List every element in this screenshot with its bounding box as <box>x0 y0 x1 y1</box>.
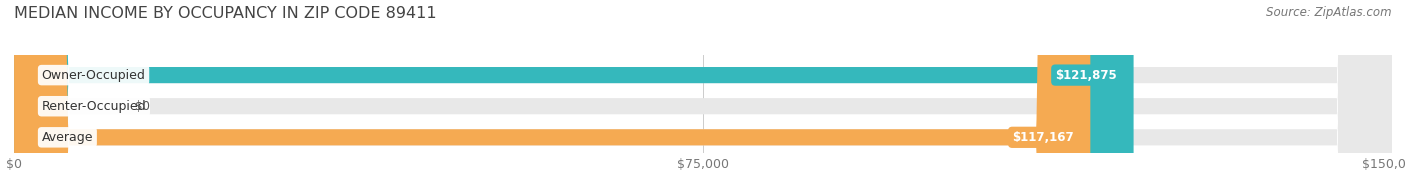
FancyBboxPatch shape <box>14 0 1392 196</box>
FancyBboxPatch shape <box>14 0 1090 196</box>
Text: $121,875: $121,875 <box>1056 69 1116 82</box>
FancyBboxPatch shape <box>14 0 1392 196</box>
Text: $117,167: $117,167 <box>1012 131 1074 144</box>
Text: MEDIAN INCOME BY OCCUPANCY IN ZIP CODE 89411: MEDIAN INCOME BY OCCUPANCY IN ZIP CODE 8… <box>14 6 437 21</box>
Text: $0: $0 <box>135 100 150 113</box>
Text: Renter-Occupied: Renter-Occupied <box>42 100 146 113</box>
Text: Owner-Occupied: Owner-Occupied <box>42 69 145 82</box>
FancyBboxPatch shape <box>14 0 1392 196</box>
Text: Average: Average <box>42 131 93 144</box>
Text: Source: ZipAtlas.com: Source: ZipAtlas.com <box>1267 6 1392 19</box>
FancyBboxPatch shape <box>14 0 1133 196</box>
